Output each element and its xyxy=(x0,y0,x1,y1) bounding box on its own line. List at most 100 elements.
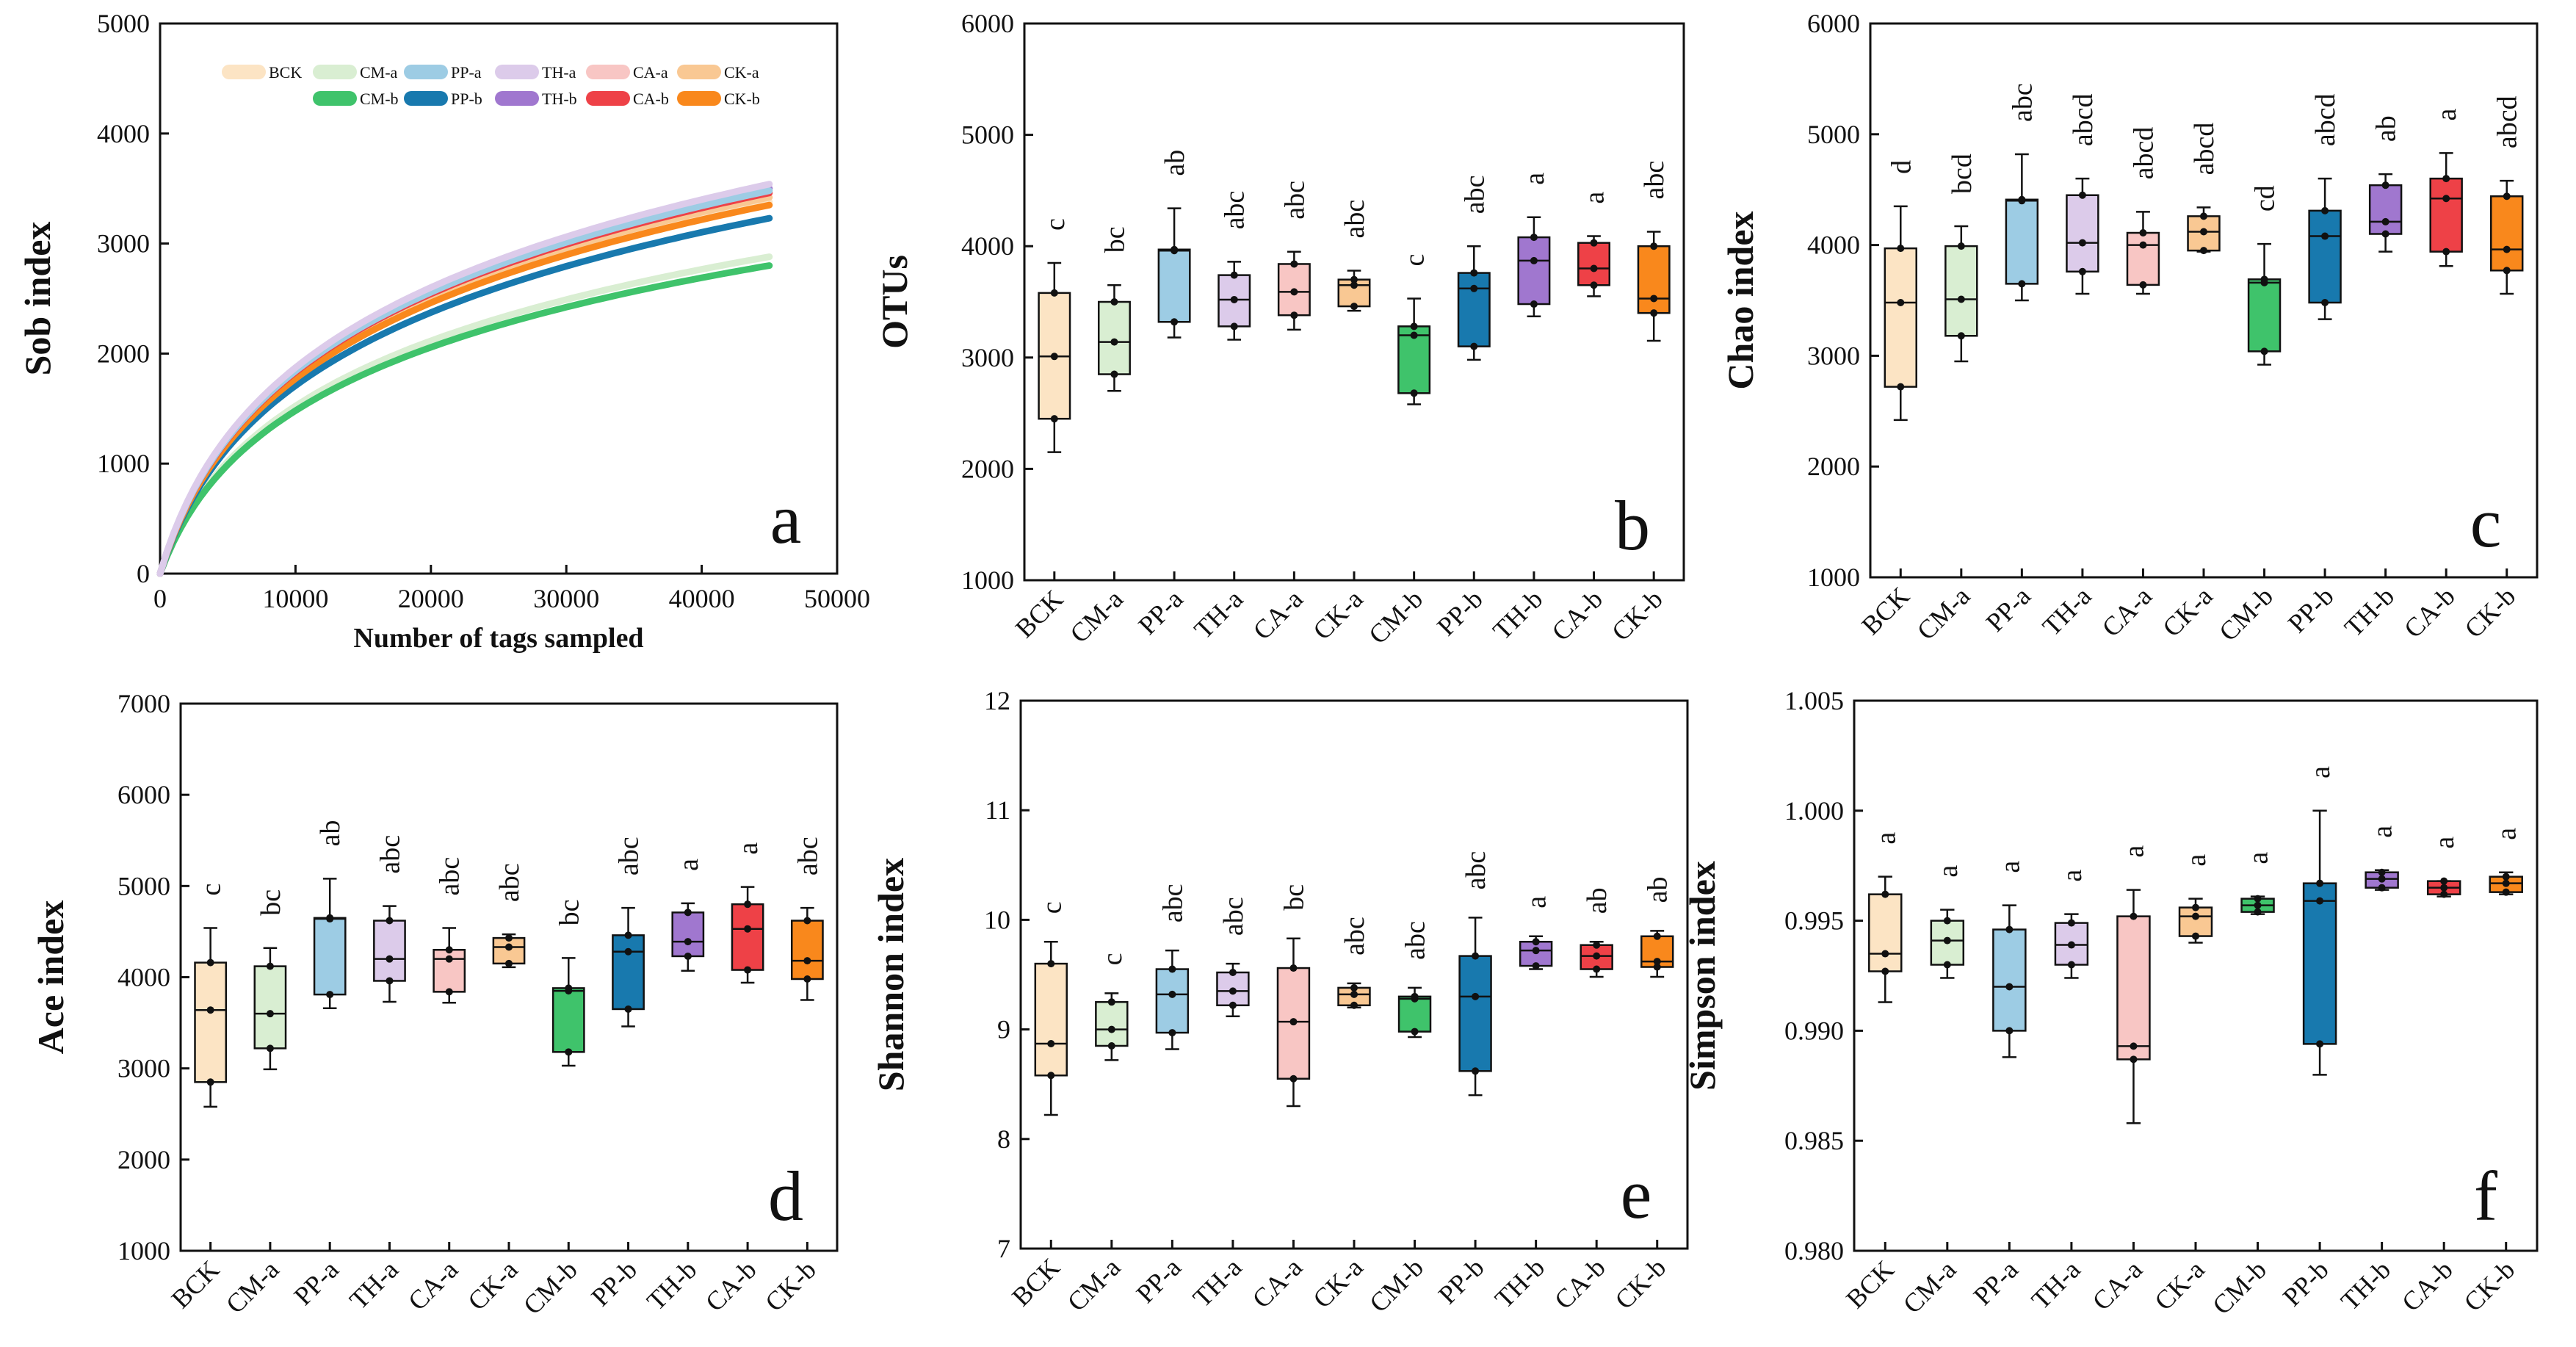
significance-letter: abc xyxy=(1639,161,1670,200)
box-pp-b xyxy=(1457,272,1491,347)
data-point xyxy=(2139,281,2147,289)
box-ca-a xyxy=(1276,967,1311,1080)
box-ca-b xyxy=(731,903,764,971)
data-point xyxy=(2254,895,2262,903)
legend-swatch xyxy=(313,91,357,106)
data-point xyxy=(1350,281,1358,289)
significance-letter: abc xyxy=(1400,921,1431,960)
data-point xyxy=(1107,1025,1115,1033)
data-point xyxy=(1230,295,1238,303)
data-point xyxy=(1943,961,1951,969)
data-point xyxy=(2440,877,2448,885)
data-point xyxy=(2442,175,2450,183)
data-point xyxy=(1650,295,1658,303)
box-cm-b xyxy=(551,987,585,1053)
legend-swatch xyxy=(404,65,448,79)
significance-letter: ab xyxy=(1643,876,1674,903)
data-point xyxy=(1289,1018,1298,1026)
box-pp-b xyxy=(612,934,645,1011)
y-tick-label: 4000 xyxy=(97,119,150,148)
box-ck-b xyxy=(2490,195,2524,272)
data-point xyxy=(2254,908,2262,916)
y-tick-label: 1000 xyxy=(1807,563,1860,592)
data-point xyxy=(684,909,692,917)
data-point xyxy=(2381,217,2389,225)
y-tick-label: 2000 xyxy=(1807,452,1860,481)
data-point xyxy=(505,943,513,951)
data-point xyxy=(803,917,811,925)
y-axis-title: Simpson index xyxy=(1682,861,1723,1091)
panel-label: b xyxy=(1615,486,1650,565)
legend-label: CK-b xyxy=(724,90,760,108)
significance-letter: a xyxy=(2243,852,2274,864)
y-tick-label: 5000 xyxy=(97,9,150,38)
legend-label: CA-a xyxy=(633,63,668,82)
data-point xyxy=(2316,879,2324,887)
significance-letter: bc xyxy=(1278,884,1309,911)
x-tick-label: 20000 xyxy=(398,584,464,613)
legend-label: CK-a xyxy=(724,63,759,82)
legend-label: PP-b xyxy=(451,90,482,108)
data-point xyxy=(744,900,752,909)
data-point xyxy=(2442,195,2450,203)
y-tick-label: 5000 xyxy=(117,871,170,900)
data-point xyxy=(2440,884,2448,892)
significance-letter: abc xyxy=(494,863,525,902)
data-point xyxy=(1350,990,1358,998)
data-point xyxy=(2200,247,2207,255)
legend-swatch xyxy=(586,91,630,106)
legend-swatch xyxy=(313,65,357,79)
data-point xyxy=(1650,309,1658,317)
data-point xyxy=(326,991,334,999)
y-axis-title: Chao index xyxy=(1720,211,1761,389)
box-ck-b xyxy=(790,920,824,981)
data-point xyxy=(1171,318,1179,326)
box-bck xyxy=(1868,893,1903,972)
data-point xyxy=(2254,901,2262,909)
data-point xyxy=(445,955,453,963)
significance-letter: a xyxy=(1522,896,1552,909)
y-tick-label: 7 xyxy=(997,1234,1010,1263)
box-pp-a xyxy=(313,917,347,996)
data-point xyxy=(2192,903,2199,911)
data-point xyxy=(2200,212,2207,220)
significance-letter: abcd xyxy=(2128,127,2159,180)
legend-label: TH-b xyxy=(542,90,577,108)
box-pp-a xyxy=(1992,928,2027,1032)
significance-letter: ab xyxy=(1582,887,1613,914)
box-th-b xyxy=(1517,236,1551,306)
significance-letter: c xyxy=(1400,254,1430,267)
significance-letter: a xyxy=(1933,865,1964,878)
y-tick-label: 6000 xyxy=(1807,9,1860,38)
data-point xyxy=(2502,879,2510,887)
data-point xyxy=(1350,303,1358,311)
box-ca-b xyxy=(2429,177,2463,253)
y-tick-label: 9 xyxy=(997,1015,1010,1044)
data-point xyxy=(1653,932,1661,940)
data-point xyxy=(1470,342,1478,350)
data-point xyxy=(2378,868,2386,876)
data-point xyxy=(1897,383,1905,391)
significance-letter: abc xyxy=(1339,917,1370,956)
significance-letter: ab xyxy=(2371,115,2402,142)
box-ck-a xyxy=(2178,906,2213,937)
legend-label: PP-a xyxy=(451,63,482,82)
y-tick-label: 4000 xyxy=(961,231,1014,261)
data-point xyxy=(1290,260,1298,268)
panel-label: d xyxy=(768,1157,803,1235)
data-point xyxy=(1050,353,1058,361)
data-point xyxy=(1957,332,1965,340)
data-point xyxy=(2442,248,2450,256)
data-point xyxy=(2130,912,2138,920)
significance-letter: a xyxy=(733,842,764,855)
significance-letter: abc xyxy=(614,837,645,875)
significance-letter: abcd xyxy=(2189,123,2220,176)
data-point xyxy=(1653,963,1661,971)
significance-letter: abcd xyxy=(2068,93,2099,146)
significance-letter: abc xyxy=(375,835,405,874)
data-point xyxy=(1881,890,1889,898)
y-tick-label: 2000 xyxy=(117,1145,170,1174)
significance-letter: abc xyxy=(1339,200,1370,239)
data-point xyxy=(684,952,692,960)
